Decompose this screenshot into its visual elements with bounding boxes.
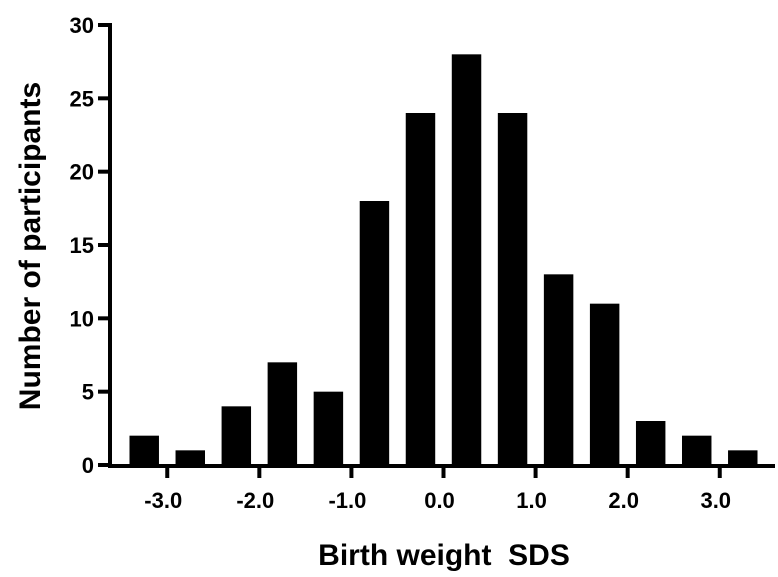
x-tick-label-5: 2.0 — [608, 488, 639, 513]
bar-12 — [681, 435, 712, 466]
y-tick-label-6: 30 — [70, 13, 94, 38]
x-tick-label-2: -1.0 — [328, 488, 366, 513]
bar-13 — [728, 450, 758, 466]
x-axis-title: Birth weight SDS — [318, 539, 570, 572]
x-ticks-group: -3.0 -2.0 -1.0 0.0 1.0 2.0 3.0 — [144, 466, 731, 513]
y-tick-label-3: 15 — [70, 233, 94, 258]
bar-8 — [497, 113, 528, 466]
y-tick-label-1: 5 — [82, 380, 94, 405]
y-ticks-group: 0 5 10 15 20 25 30 — [70, 13, 110, 478]
bar-0 — [129, 435, 159, 466]
x-tick-label-3: 0.0 — [424, 488, 455, 513]
y-tick-label-2: 10 — [70, 306, 94, 331]
y-axis-title: Number of participants — [14, 82, 47, 410]
y-tick-label-4: 20 — [70, 160, 94, 185]
bar-10 — [589, 303, 620, 466]
bar-4 — [313, 391, 344, 466]
y-tick-label-5: 25 — [70, 86, 94, 111]
bar-3 — [267, 362, 298, 466]
bar-5 — [359, 201, 390, 466]
x-tick-label-0: -3.0 — [144, 488, 182, 513]
x-tick-label-4: 1.0 — [516, 488, 547, 513]
bar-2 — [221, 406, 252, 466]
x-tick-label-6: 3.0 — [700, 488, 731, 513]
bar-6 — [405, 113, 436, 466]
bar-11 — [635, 421, 666, 466]
x-tick-label-1: -2.0 — [236, 488, 274, 513]
bar-9 — [543, 274, 574, 466]
y-tick-label-0: 0 — [82, 453, 94, 478]
bar-7 — [451, 54, 482, 466]
bar-1 — [175, 450, 206, 466]
bars-group — [129, 54, 758, 466]
